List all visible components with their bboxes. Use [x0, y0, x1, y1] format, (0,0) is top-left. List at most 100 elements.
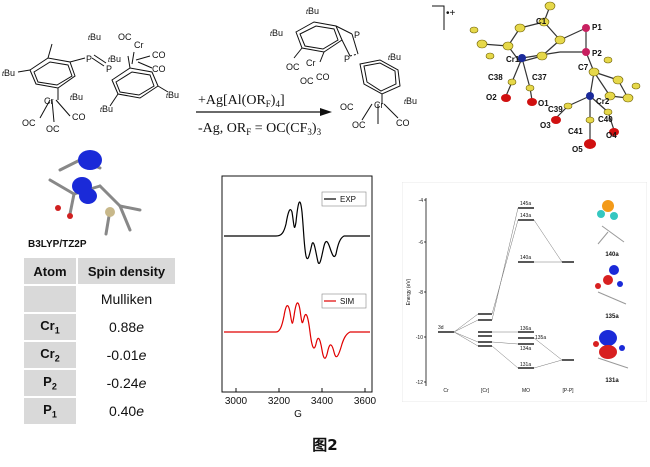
- x-tick-label: 3600: [354, 396, 377, 407]
- co-label: CO: [152, 50, 166, 60]
- x-axis-label: G: [294, 409, 302, 420]
- tbu-label: Bu: [110, 54, 121, 64]
- y-tick-label: -8: [419, 290, 424, 296]
- mo-level-label: 140a: [520, 255, 531, 261]
- p-label: P: [106, 64, 112, 74]
- column-label: [P-P]: [562, 388, 574, 394]
- epr-spectrum-chart: EXP SIM 3000 3200 3400 3600 G: [221, 175, 377, 420]
- reaction-scheme: tBu tBu tBu P P Cr OC OC CO tBu Cr OC CO…: [2, 5, 456, 137]
- svg-text:tBu: tBu: [108, 54, 121, 64]
- tbu-prefix: t: [166, 93, 169, 100]
- legend-label-sim: SIM: [340, 297, 355, 306]
- orbital-picture-131a: [593, 330, 629, 369]
- svg-text:tBu: tBu: [100, 104, 113, 114]
- legend-box-exp: [321, 191, 367, 207]
- epr-frame: [221, 175, 373, 393]
- atom-label-c39: C39: [548, 105, 563, 114]
- tbu-prefix: t: [100, 107, 103, 114]
- legend-label-exp: EXP: [340, 195, 356, 204]
- atom-label-c1: C1: [536, 17, 547, 26]
- co-label: CO: [152, 64, 166, 74]
- table-row: Cr1 0.88e: [24, 314, 175, 340]
- svg-text:tBu: tBu: [270, 28, 283, 38]
- co-label: CO: [316, 72, 330, 82]
- atom-label-c41: C41: [568, 127, 583, 136]
- mo-level-label: 134a: [520, 346, 531, 352]
- atom-label-c38: C38: [488, 73, 503, 82]
- header-atom: Atom: [24, 258, 76, 284]
- x-tick-label: 3000: [225, 396, 248, 407]
- tbu-label: Bu: [72, 92, 83, 102]
- y-axis-label: Energy (eV): [406, 278, 412, 305]
- table-row: Cr2 -0.01e: [24, 342, 175, 368]
- svg-text:tBu: tBu: [70, 92, 83, 102]
- atom-label-o3: O3: [540, 121, 551, 130]
- mo-level-label: 131a: [520, 362, 531, 368]
- tbu-label: Bu: [4, 68, 15, 78]
- subheader-mulliken: Mulliken: [100, 291, 153, 307]
- tbu-prefix: t: [88, 35, 91, 42]
- tbu-label: Bu: [308, 6, 319, 16]
- cr-label: Cr: [44, 96, 54, 106]
- atom-label-p2: P2: [592, 49, 602, 58]
- svg-text:tBu: tBu: [306, 6, 319, 16]
- column-label: Cr: [443, 388, 449, 394]
- column-label: [Cr]: [481, 388, 490, 394]
- atom-cell: Cr1: [24, 314, 76, 340]
- value-cell: 0.40e: [108, 403, 145, 419]
- svg-text:tBu: tBu: [388, 52, 401, 62]
- tbu-label: Bu: [406, 96, 417, 106]
- tbu-prefix: t: [388, 55, 391, 62]
- orbital-label: 135a: [605, 314, 619, 320]
- y-tick-label: -6: [419, 240, 424, 246]
- atom-label-cr2: Cr2: [596, 97, 610, 106]
- tbu-prefix: t: [2, 71, 5, 78]
- mo-level-label: 145a: [520, 201, 531, 207]
- column-label: MO: [522, 388, 530, 394]
- table-subheader-row: Mulliken: [24, 286, 175, 312]
- level-label-3d: 3d: [438, 325, 444, 331]
- x-tick-label: 3400: [311, 396, 334, 407]
- tbu-prefix: t: [270, 31, 273, 38]
- y-tick-label: -12: [416, 380, 423, 386]
- atom-label-o5: O5: [572, 145, 583, 154]
- y-tick-label: -4: [419, 198, 424, 204]
- atom-label-c7: C7: [578, 63, 589, 72]
- orbital-picture-135a: [595, 265, 627, 305]
- p-label: P: [354, 30, 360, 40]
- header-spin-density: Spin density: [78, 258, 175, 284]
- oc-label: OC: [46, 124, 60, 134]
- svg-text:tBu: tBu: [404, 96, 417, 106]
- spin-density-table: Atom Spin density Mulliken Cr1 0.88e Cr2…: [22, 256, 177, 426]
- x-tick-label: 3200: [268, 396, 291, 407]
- oc-label: OC: [286, 62, 300, 72]
- method-label: B3LYP/TZ2P: [28, 239, 87, 250]
- crystal-structure: C1 P1 P2 Cr1 C38 C37 O2 O1 C7 Cr2 C39 C4…: [469, 1, 641, 154]
- mo-level-label: 136a: [520, 326, 531, 332]
- atom-cell: P2: [24, 370, 76, 396]
- atom-label-o4: O4: [606, 131, 617, 140]
- co-label: CO: [396, 118, 410, 128]
- tbu-label: Bu: [102, 104, 113, 114]
- blank-cell: [24, 286, 76, 312]
- atom-label-c40: C40: [598, 115, 613, 124]
- orbital-label: 131a: [605, 378, 619, 384]
- tbu-prefix: t: [306, 9, 309, 16]
- y-tick-label: -10: [416, 335, 423, 341]
- tbu-label: Bu: [168, 90, 179, 100]
- table-header-row: Atom Spin density: [24, 258, 175, 284]
- tbu-label: Bu: [90, 32, 101, 42]
- tbu-label: Bu: [272, 28, 283, 38]
- table-row: P2 -0.24e: [24, 370, 175, 396]
- cr-label: Cr: [306, 58, 316, 68]
- atom-label-p1: P1: [592, 23, 602, 32]
- atom-label-cr1: Cr1: [506, 55, 520, 64]
- svg-text:tBu: tBu: [88, 32, 101, 42]
- orbital-label: 140a: [605, 252, 619, 258]
- tbu-prefix: t: [70, 95, 73, 102]
- svg-text:tBu: tBu: [2, 68, 15, 78]
- tbu-prefix: t: [404, 99, 407, 106]
- atom-label-o2: O2: [486, 93, 497, 102]
- radical-cation-charge: •+: [446, 8, 456, 19]
- spin-density-structure: [48, 150, 142, 236]
